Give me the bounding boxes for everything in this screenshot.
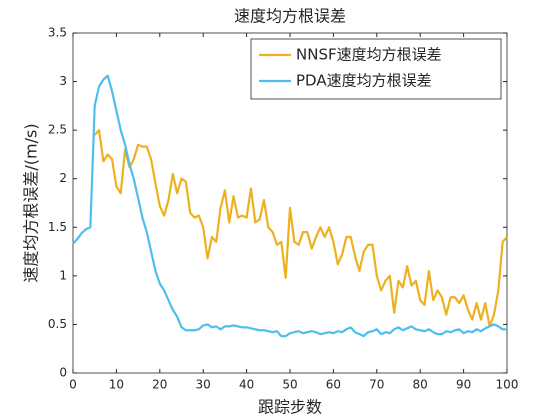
- legend-label: NNSF速度均方根误差: [296, 46, 442, 64]
- series-line: [93, 129, 508, 328]
- chart-title: 速度均方根误差: [234, 7, 346, 26]
- x-axis-label: 跟踪步数: [258, 398, 322, 417]
- x-tick-label: 50: [282, 378, 297, 392]
- x-tick-label: 40: [239, 378, 254, 392]
- x-tick-label: 30: [196, 378, 211, 392]
- y-tick-label: 1.5: [48, 220, 67, 234]
- x-tick-label: 90: [456, 378, 471, 392]
- y-tick-label: 1: [59, 268, 67, 282]
- x-tick-label: 80: [413, 378, 428, 392]
- legend-label: PDA速度均方根误差: [296, 72, 432, 90]
- x-tick-label: 0: [69, 378, 77, 392]
- plot-frame: [72, 32, 508, 374]
- x-tick-label: 20: [152, 378, 167, 392]
- y-tick-label: 2: [59, 171, 67, 185]
- x-tick-label: 10: [109, 378, 124, 392]
- series-line: [72, 74, 507, 338]
- y-tick-label: 3.5: [48, 26, 67, 40]
- x-tick-label: 100: [496, 378, 519, 392]
- x-tick-label: 60: [326, 378, 341, 392]
- y-tick-label: 0.5: [48, 317, 67, 331]
- y-axis-label: 速度均方根误差/(m/s): [22, 123, 41, 282]
- x-tick-label: 70: [369, 378, 384, 392]
- y-tick-label: 0: [59, 366, 67, 380]
- y-tick-label: 2.5: [48, 123, 67, 137]
- y-tick-label: 3: [59, 74, 67, 88]
- legend-box: [250, 38, 502, 100]
